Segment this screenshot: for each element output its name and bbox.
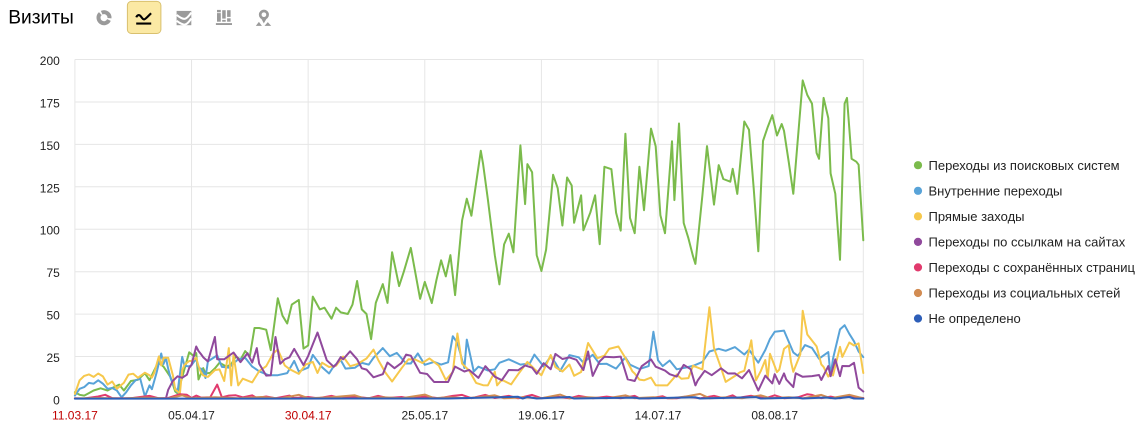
svg-text:Переходы с сохранённых страниц: Переходы с сохранённых страниц bbox=[929, 260, 1136, 275]
svg-text:50: 50 bbox=[46, 309, 60, 323]
svg-text:Переходы по ссылкам на сайтах: Переходы по ссылкам на сайтах bbox=[929, 235, 1126, 250]
svg-text:19.06.17: 19.06.17 bbox=[518, 409, 565, 423]
svg-text:75: 75 bbox=[46, 266, 60, 280]
svg-text:Не определено: Не определено bbox=[929, 311, 1021, 326]
svg-text:Переходы из социальных сетей: Переходы из социальных сетей bbox=[929, 286, 1121, 301]
svg-text:175: 175 bbox=[40, 96, 60, 110]
svg-text:100: 100 bbox=[40, 224, 60, 238]
svg-text:25: 25 bbox=[46, 351, 60, 365]
svg-text:08.08.17: 08.08.17 bbox=[751, 409, 798, 423]
svg-text:0: 0 bbox=[53, 393, 60, 407]
svg-text:Переходы из поисковых систем: Переходы из поисковых систем bbox=[929, 158, 1120, 173]
svg-text:11.03.17: 11.03.17 bbox=[52, 409, 98, 423]
svg-text:25.05.17: 25.05.17 bbox=[401, 409, 448, 423]
svg-text:05.04.17: 05.04.17 bbox=[168, 409, 215, 423]
svg-text:125: 125 bbox=[40, 181, 60, 195]
svg-text:Визиты: Визиты bbox=[8, 8, 74, 29]
svg-text:30.04.17: 30.04.17 bbox=[285, 409, 332, 423]
svg-text:200: 200 bbox=[40, 54, 60, 68]
svg-text:150: 150 bbox=[40, 139, 60, 153]
svg-text:Внутренние переходы: Внутренние переходы bbox=[929, 183, 1063, 198]
svg-text:14.07.17: 14.07.17 bbox=[635, 409, 682, 423]
svg-text:Прямые заходы: Прямые заходы bbox=[929, 209, 1025, 224]
